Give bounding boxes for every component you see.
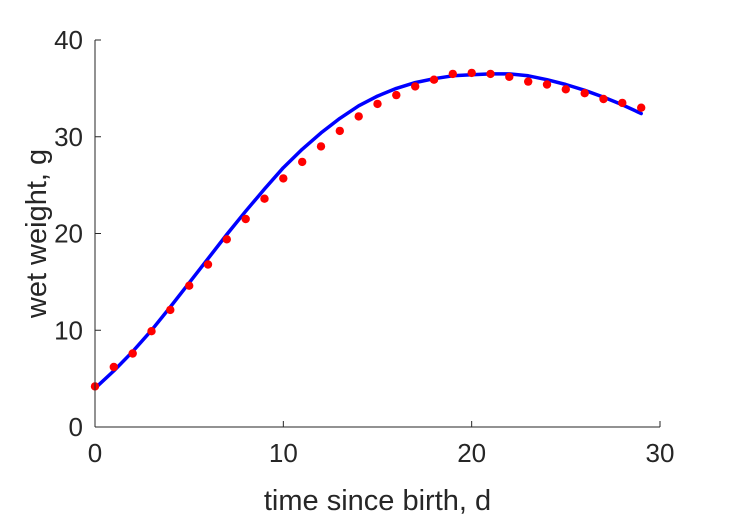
- data-point: [128, 349, 137, 358]
- data-point: [505, 72, 514, 82]
- data-points: [90, 68, 646, 391]
- data-point: [618, 98, 627, 108]
- x-tick-label: 0: [88, 438, 102, 468]
- y-tick-label: 30: [54, 122, 83, 152]
- data-point: [354, 112, 363, 121]
- data-point: [166, 305, 175, 315]
- x-tick-label: 20: [457, 438, 486, 468]
- axes: 0 10 20 30 0 10 20 30 40: [54, 25, 674, 468]
- x-tick-label: 10: [269, 438, 298, 468]
- data-point: [580, 89, 589, 98]
- data-point: [373, 99, 382, 109]
- fit-curve: [93, 72, 643, 391]
- data-point: [260, 194, 269, 203]
- y-axis-label: wet weight, g: [21, 149, 53, 319]
- data-point: [542, 80, 552, 89]
- data-point: [316, 142, 326, 151]
- data-point: [222, 235, 231, 244]
- data-point: [109, 362, 119, 372]
- data-point: [599, 94, 608, 104]
- data-point: [279, 174, 288, 183]
- data-point: [392, 90, 401, 100]
- data-point: [486, 69, 495, 79]
- data-point: [561, 85, 570, 94]
- x-tick-label: 30: [646, 438, 675, 468]
- data-point: [335, 126, 344, 136]
- data-point: [203, 260, 213, 269]
- data-point: [524, 77, 533, 86]
- data-point: [411, 82, 420, 91]
- data-point: [241, 214, 250, 224]
- data-point: [298, 157, 307, 167]
- plot-area: [93, 72, 643, 391]
- y-tick-label: 20: [54, 219, 83, 249]
- x-axis-label: time since birth, d: [264, 485, 491, 517]
- y-tick-label: 0: [69, 412, 83, 442]
- data-point: [467, 68, 476, 78]
- data-point: [185, 281, 194, 290]
- data-point: [147, 327, 156, 336]
- data-point: [637, 103, 646, 112]
- data-point: [429, 75, 439, 84]
- data-point: [448, 69, 457, 79]
- y-tick-label: 10: [54, 315, 83, 345]
- y-tick-label: 40: [54, 25, 83, 55]
